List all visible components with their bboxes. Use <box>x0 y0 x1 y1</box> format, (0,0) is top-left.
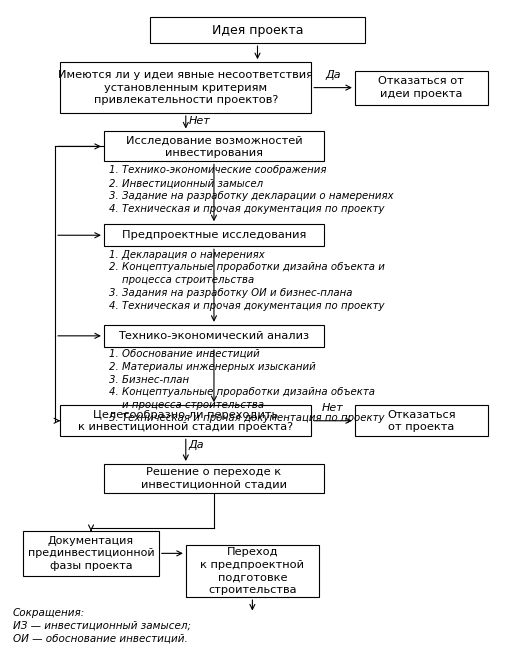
FancyBboxPatch shape <box>355 71 488 104</box>
FancyBboxPatch shape <box>104 464 324 493</box>
Text: Имеются ли у идеи явные несоответствия
установленным критериям
привлекательности: Имеются ли у идеи явные несоответствия у… <box>58 70 313 105</box>
Text: Нет: Нет <box>188 116 210 127</box>
Text: Сокращения:
ИЗ — инвестиционный замысел;
ОИ — обоснование инвестиций.: Сокращения: ИЗ — инвестиционный замысел;… <box>13 607 191 643</box>
Text: Отказаться
от проекта: Отказаться от проекта <box>387 409 456 432</box>
FancyBboxPatch shape <box>150 17 365 43</box>
FancyBboxPatch shape <box>60 405 311 436</box>
FancyBboxPatch shape <box>104 131 324 161</box>
Text: Идея проекта: Идея проекта <box>212 24 303 37</box>
Text: Переход
к предпроектной
подготовке
строительства: Переход к предпроектной подготовке строи… <box>200 547 304 594</box>
FancyBboxPatch shape <box>104 224 324 247</box>
Text: Предпроектные исследования: Предпроектные исследования <box>122 230 306 240</box>
Text: Отказаться от
идеи проекта: Отказаться от идеи проекта <box>379 76 465 99</box>
Text: Нет: Нет <box>322 403 344 413</box>
FancyBboxPatch shape <box>104 325 324 347</box>
Text: Да: Да <box>188 440 204 450</box>
Text: Технико-экономический анализ: Технико-экономический анализ <box>118 331 310 341</box>
Text: 1. Технико-экономические соображения
2. Инвестиционный замысел
3. Задание на раз: 1. Технико-экономические соображения 2. … <box>109 165 393 214</box>
Text: Целесообразно ли переходить
к инвестиционной стадии проекта?: Целесообразно ли переходить к инвестицио… <box>78 409 294 432</box>
FancyBboxPatch shape <box>355 405 488 436</box>
Text: Да: Да <box>325 70 341 80</box>
Text: Исследование возможностей
инвестирования: Исследование возможностей инвестирования <box>126 135 302 157</box>
Text: 1. Декларация о намерениях
2. Концептуальные проработки дизайна объекта и
    пр: 1. Декларация о намерениях 2. Концептуал… <box>109 250 385 311</box>
FancyBboxPatch shape <box>23 531 159 575</box>
Text: 1. Обоснование инвестиций
2. Материалы инженерных изысканий
3. Бизнес-план
4. Ко: 1. Обоснование инвестиций 2. Материалы и… <box>109 349 385 423</box>
FancyBboxPatch shape <box>60 62 311 113</box>
Text: Решение о переходе к
инвестиционной стадии: Решение о переходе к инвестиционной стад… <box>141 467 287 489</box>
FancyBboxPatch shape <box>186 545 319 597</box>
Text: Документация
прединвестиционной
фазы проекта: Документация прединвестиционной фазы про… <box>28 536 154 571</box>
